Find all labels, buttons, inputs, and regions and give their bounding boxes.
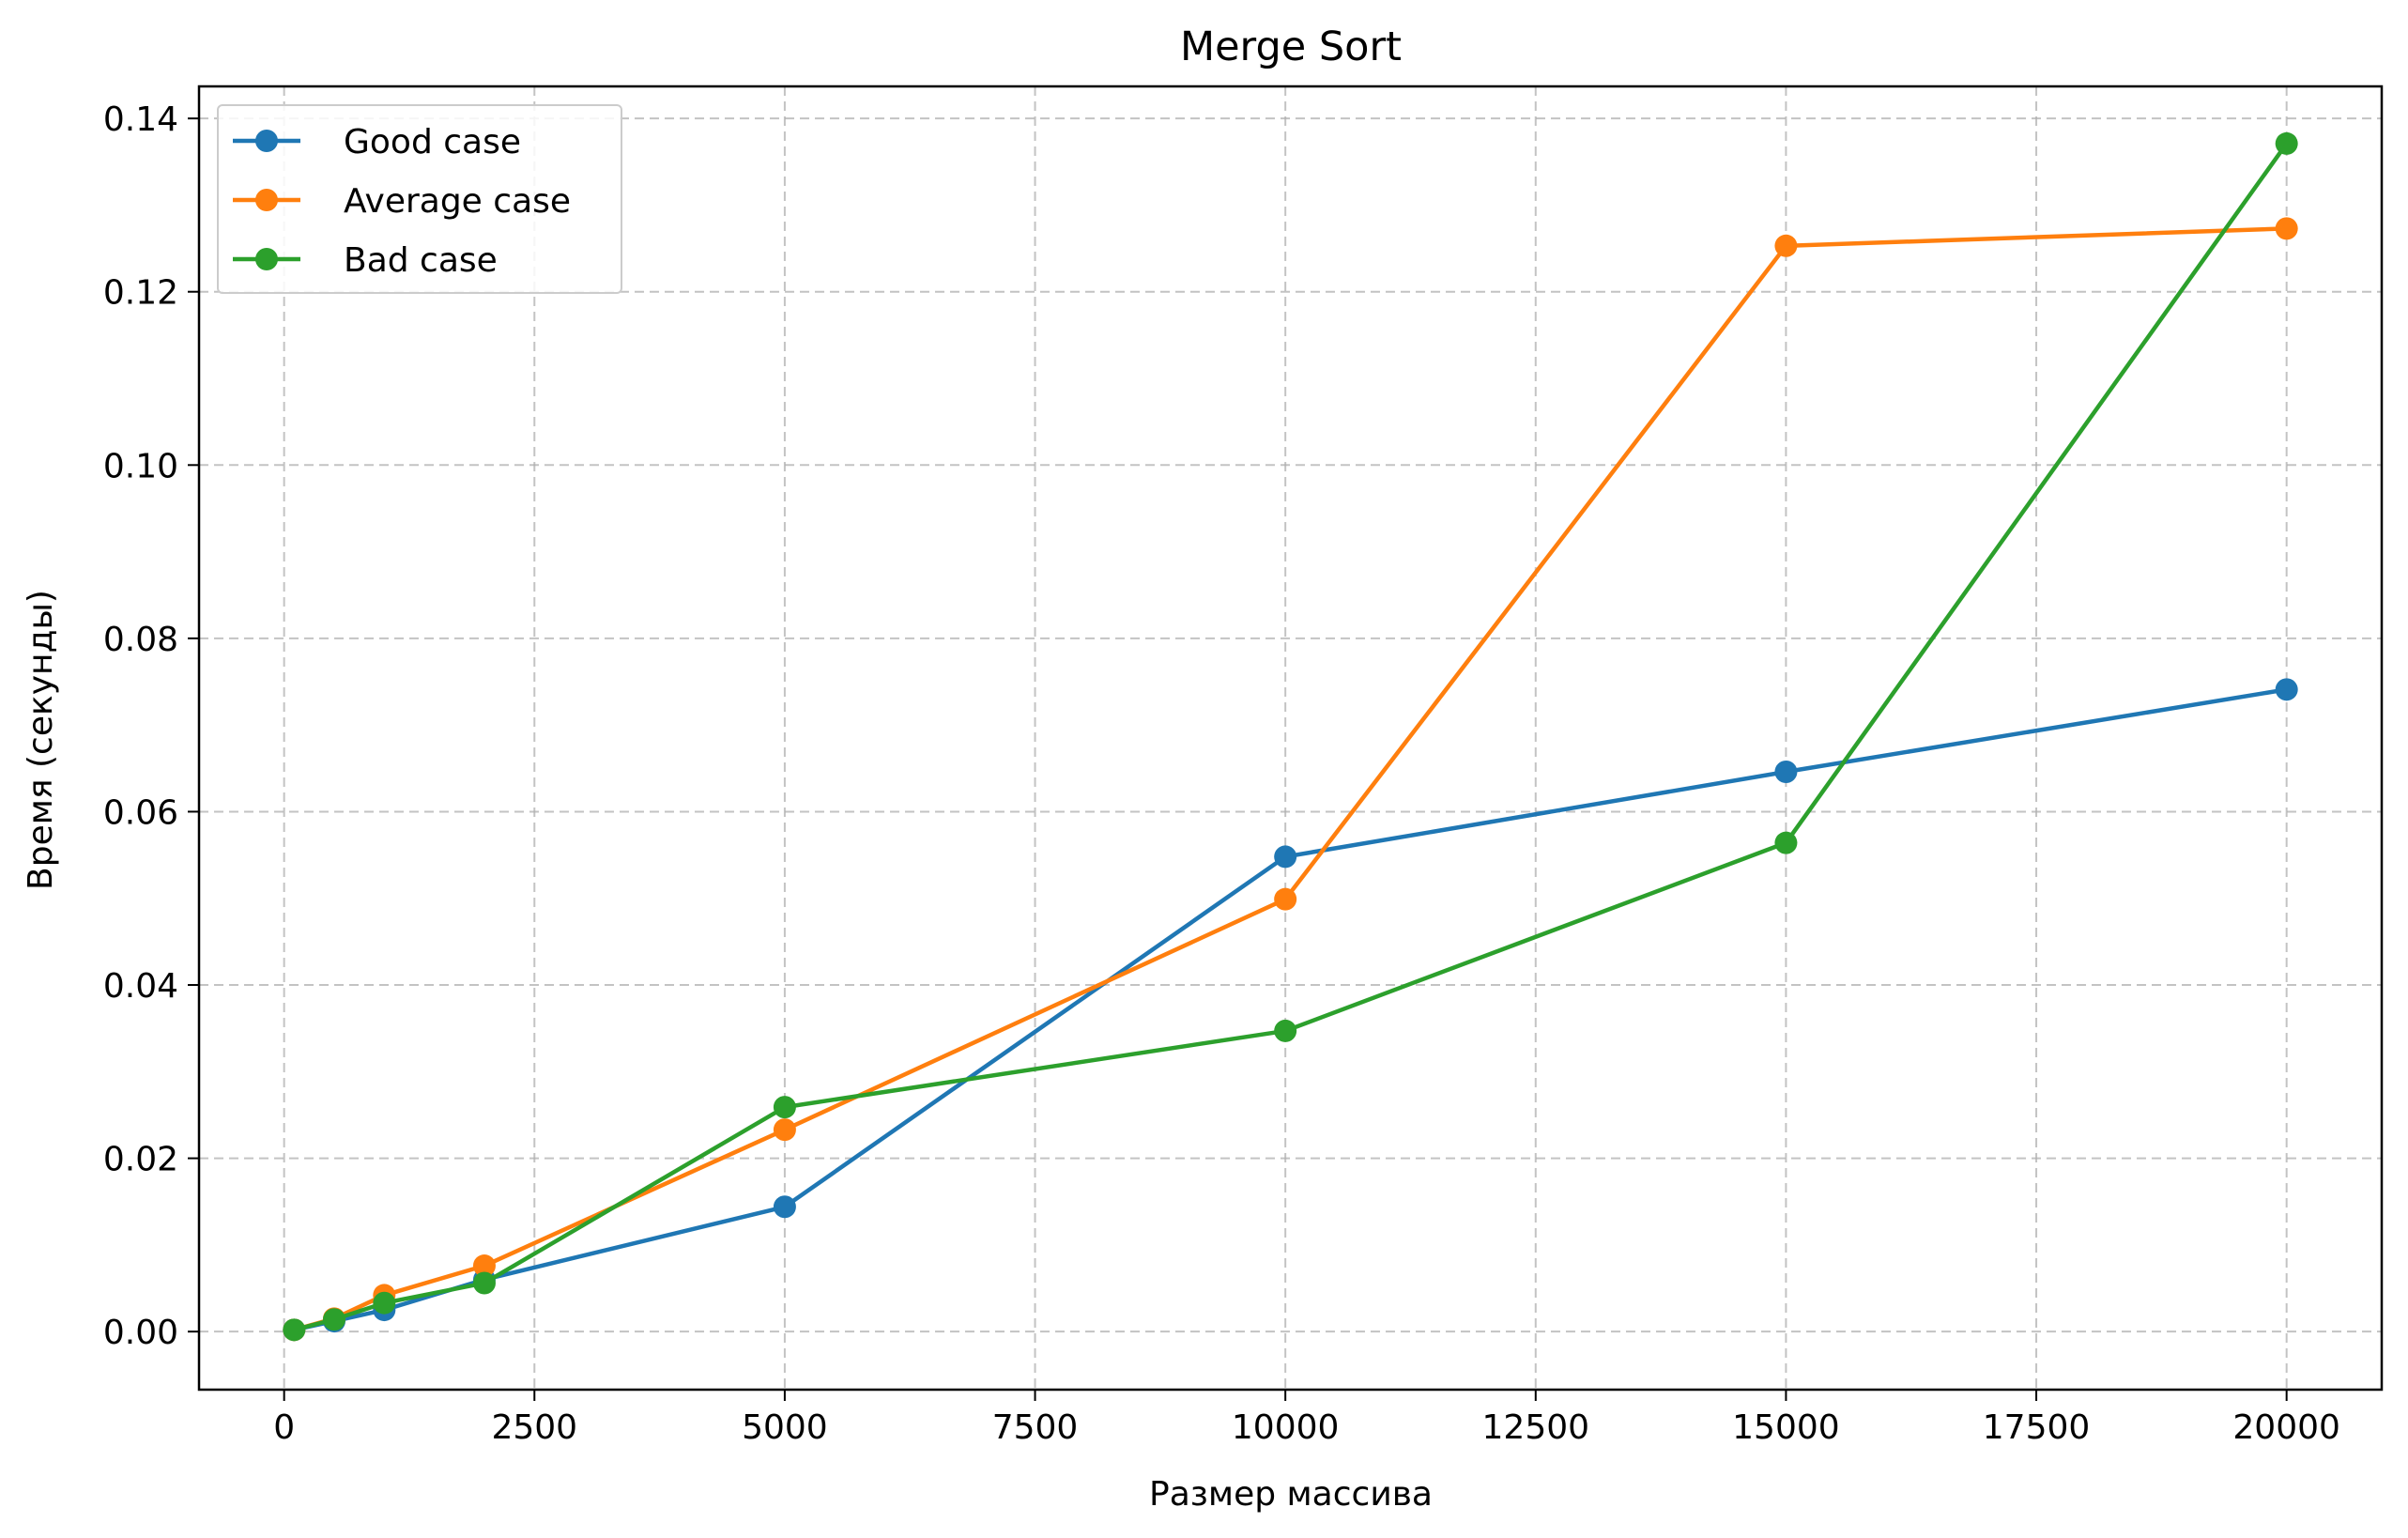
data-point [1774, 234, 1798, 257]
data-point [1774, 760, 1798, 783]
x-axis-label: Размер массива [1149, 1475, 1433, 1514]
x-tick-label: 15000 [1732, 1408, 1840, 1447]
x-tick-label: 2500 [491, 1408, 577, 1447]
series-bad-case [283, 131, 2298, 1342]
y-tick-label: 0.10 [103, 447, 178, 485]
y-tick-label: 0.02 [103, 1141, 178, 1179]
data-point [322, 1308, 345, 1331]
x-tick-label: 0 [273, 1408, 295, 1447]
plot-frame [197, 85, 2384, 1392]
x-tick-label: 7500 [992, 1408, 1079, 1447]
y-tick-label: 0.04 [103, 967, 178, 1006]
x-tick-label: 10000 [1232, 1408, 1340, 1447]
y-tick-label: 0.14 [103, 100, 178, 139]
x-tick-label: 5000 [742, 1408, 828, 1447]
data-point [1774, 831, 1798, 854]
data-point [2275, 131, 2298, 155]
legend-marker [255, 248, 278, 270]
y-axis-ticks: 0.00 0.02 0.04 0.06 0.08 0.10 0.12 0.14 [103, 100, 199, 1352]
legend-item: Good case [233, 123, 521, 161]
data-point [472, 1271, 496, 1295]
data-point [1274, 1019, 1297, 1042]
y-tick-label: 0.00 [103, 1314, 178, 1352]
legend-item: Average case [233, 182, 571, 221]
data-point [2275, 678, 2298, 701]
y-tick-label: 0.12 [103, 274, 178, 313]
x-tick-label: 17500 [1983, 1408, 2091, 1447]
y-axis-label: Время (секунды) [22, 590, 60, 890]
data-point [283, 1318, 306, 1342]
data-point [373, 1291, 396, 1315]
y-tick-label: 0.08 [103, 621, 178, 659]
data-point [2275, 217, 2298, 240]
chart-title: Merge Sort [1180, 23, 1402, 70]
data-point [773, 1195, 796, 1219]
legend-label: Good case [344, 123, 521, 161]
data-point [1274, 845, 1297, 869]
legend: Good case Average case Bad case [217, 104, 622, 294]
legend-box [217, 104, 622, 294]
legend-marker [255, 189, 278, 211]
legend-label: Bad case [344, 241, 498, 280]
y-tick-label: 0.06 [103, 793, 178, 832]
grid-lines [199, 86, 2382, 1390]
legend-marker [255, 130, 278, 152]
data-point [773, 1118, 796, 1142]
legend-label: Average case [344, 182, 571, 221]
data-point [1274, 887, 1297, 911]
legend-item: Bad case [233, 241, 498, 280]
data-point [773, 1096, 796, 1119]
x-tick-label: 12500 [1482, 1408, 1590, 1447]
data-point [472, 1254, 496, 1278]
x-tick-label: 20000 [2232, 1408, 2340, 1447]
series-layer [283, 131, 2298, 1342]
x-axis-ticks: 0 2500 5000 7500 10000 12500 15000 17500 20000 [273, 1390, 2340, 1447]
